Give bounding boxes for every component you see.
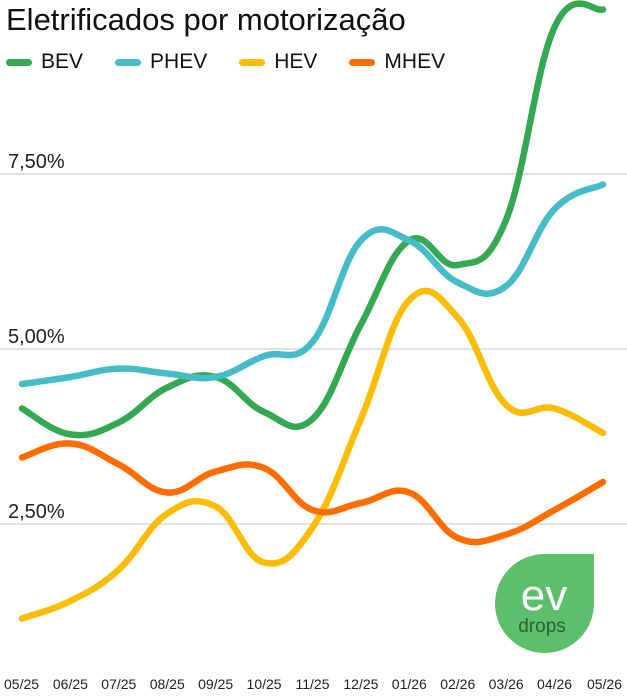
x-tick-label: 08/25 (150, 676, 185, 692)
x-tick-label: 05/25 (4, 676, 39, 692)
x-tick-labels: 05/25 06/25 07/25 08/25 09/25 10/25 11/25 12/25… (4, 676, 622, 692)
x-tick-label: 11/25 (296, 676, 330, 692)
y-tick-labels: 2,50% 5,00% 7,50% (8, 151, 65, 523)
x-tick-label: 01/26 (392, 676, 427, 692)
x-tick-label: 09/25 (198, 676, 233, 692)
legend-label-phev: PHEV (150, 50, 208, 73)
x-tick-label: 05/26 (587, 676, 622, 692)
x-tick-label: 02/26 (440, 676, 475, 692)
series-line-phev (18, 181, 607, 388)
x-tick-label: 12/25 (343, 676, 378, 692)
legend-item-phev: PHEV (115, 50, 207, 74)
y-tick-label: 2,50% (8, 501, 65, 523)
ev-drops-logo-mark: ev drops (518, 571, 567, 637)
legend-swatch-phev (115, 58, 142, 66)
legend-label-mhev: MHEV (384, 50, 446, 73)
series-line-bev (18, 0, 607, 439)
chart-title: Eletrificados por motorização (6, 2, 406, 37)
x-tick-label: 07/25 (101, 676, 136, 692)
y-tick-label: 5,00% (8, 326, 65, 348)
legend-item-bev: BEV (6, 50, 83, 74)
y-tick-label: 7,50% (8, 151, 65, 173)
series-lines (18, 0, 607, 622)
series-line-hev (18, 287, 607, 622)
legend-swatch-bev (6, 58, 32, 66)
legend-label-hev: HEV (274, 50, 318, 73)
legend-label-bev: BEV (41, 50, 84, 73)
x-tick-label: 04/26 (537, 676, 572, 692)
ev-drops-logo: ev drops (495, 554, 594, 653)
legend-item-hev: HEV (239, 50, 317, 74)
legend-item-mhev: MHEV (349, 50, 445, 74)
legend-swatch-mhev (349, 58, 376, 66)
grid-lines (0, 173, 627, 525)
logo-brand-text: ev (521, 571, 567, 620)
x-tick-label: 06/25 (53, 676, 88, 692)
logo-sub-text: drops (518, 616, 566, 637)
series-line-mhev (18, 440, 607, 546)
x-tick-label: 10/25 (247, 676, 282, 692)
x-tick-label: 03/26 (489, 676, 524, 692)
legend: BEV PHEV HEV MHEV (6, 50, 477, 74)
legend-swatch-hev (239, 58, 266, 66)
